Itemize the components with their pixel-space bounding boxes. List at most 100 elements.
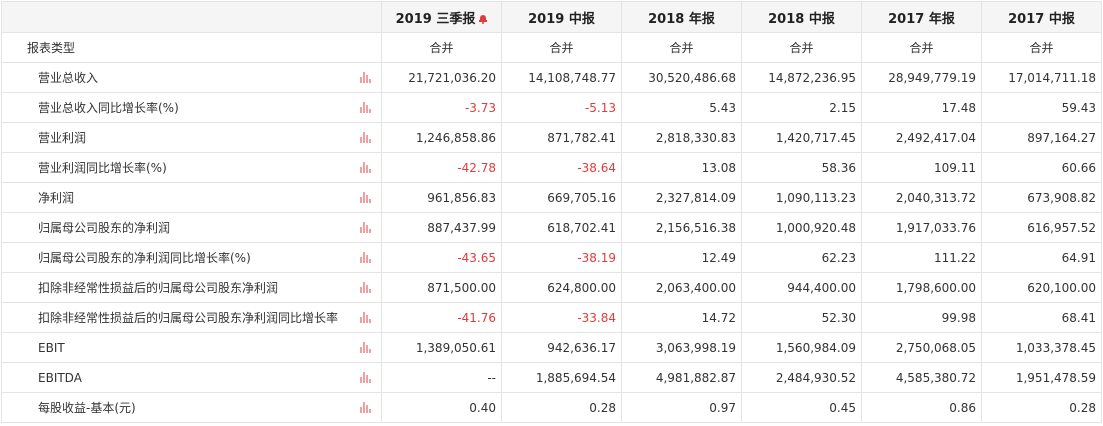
row-label-cell: EBITDA [1, 362, 382, 393]
value-cell: 64.91 [981, 242, 1102, 273]
value-cell: 0.97 [621, 392, 742, 423]
value-cell: 616,957.52 [981, 212, 1102, 243]
period-header-2017-annual[interactable]: 2017 年报 [861, 1, 982, 33]
value-cell: 0.45 [741, 392, 862, 423]
period-header-label: 2017 中报 [1008, 11, 1075, 27]
value-cell: 4,981,882.87 [621, 362, 742, 393]
bar-chart-icon[interactable] [360, 72, 371, 83]
period-header-2019-q3[interactable]: 2019 三季报 [381, 1, 502, 33]
value-cell: 2,818,330.83 [621, 122, 742, 153]
table-row: 归属母公司股东的净利润 887,437.99 618,702.41 2,156,516… [1, 212, 1102, 243]
bar-chart-icon[interactable] [360, 222, 371, 233]
report-type-cell: 合并 [741, 32, 862, 63]
row-label-cell: 营业总收入同比增长率(%) [1, 92, 382, 123]
value-cell: -41.76 [381, 302, 502, 333]
value-cell: 0.28 [501, 392, 622, 423]
value-cell: 1,090,113.23 [741, 182, 862, 213]
table-row: 归属母公司股东的净利润同比增长率(%) -43.65 -38.19 12.49 62.2… [1, 242, 1102, 273]
value-cell: 673,908.82 [981, 182, 1102, 213]
value-cell: 887,437.99 [381, 212, 502, 243]
value-cell: 1,246,858.86 [381, 122, 502, 153]
value-cell: 1,885,694.54 [501, 362, 622, 393]
row-label: 归属母公司股东的净利润同比增长率(%) [38, 251, 251, 265]
value-cell: 12.49 [621, 242, 742, 273]
value-cell: 21,721,036.20 [381, 62, 502, 93]
bar-chart-icon[interactable] [360, 252, 371, 263]
bar-chart-icon[interactable] [360, 372, 371, 383]
row-label: 净利润 [38, 191, 75, 205]
value-cell: 2,750,068.05 [861, 332, 982, 363]
row-label: 扣除非经常性损益后的归属母公司股东净利润同比增长率 [38, 311, 339, 325]
row-label-cell: 扣除非经常性损益后的归属母公司股东净利润同比增长率 [1, 302, 382, 333]
value-cell: 2,040,313.72 [861, 182, 982, 213]
value-cell: 30,520,486.68 [621, 62, 742, 93]
value-cell: 14,872,236.95 [741, 62, 862, 93]
value-cell: 99.98 [861, 302, 982, 333]
value-cell: 2,327,814.09 [621, 182, 742, 213]
row-label: 营业总收入同比增长率(%) [38, 101, 179, 115]
header-corner [1, 1, 382, 33]
value-cell: 60.66 [981, 152, 1102, 183]
value-cell: 871,500.00 [381, 272, 502, 303]
period-header-2017-h1[interactable]: 2017 中报 [981, 1, 1102, 33]
table-row: 净利润 961,856.83 669,705.16 2,327,814.09 1,090… [1, 182, 1102, 213]
value-cell: 1,951,478.59 [981, 362, 1102, 393]
value-cell: 68.41 [981, 302, 1102, 333]
row-label-cell: 营业利润同比增长率(%) [1, 152, 382, 183]
row-label-cell: 归属母公司股东的净利润同比增长率(%) [1, 242, 382, 273]
row-label: EBIT [38, 340, 65, 355]
bar-chart-icon[interactable] [360, 402, 371, 413]
period-header-label: 2017 年报 [888, 11, 955, 27]
value-cell: -5.13 [501, 92, 622, 123]
period-header-2018-h1[interactable]: 2018 中报 [741, 1, 862, 33]
value-cell: 1,560,984.09 [741, 332, 862, 363]
value-cell: 62.23 [741, 242, 862, 273]
value-cell: 2,063,400.00 [621, 272, 742, 303]
value-cell: 0.86 [861, 392, 982, 423]
period-header-2019-h1[interactable]: 2019 中报 [501, 1, 622, 33]
value-cell: 961,856.83 [381, 182, 502, 213]
row-label: 营业总收入 [38, 71, 99, 85]
row-label-cell: 报表类型 [1, 32, 382, 63]
report-type-row: 报表类型 合并 合并 合并 合并 合并 合并 [1, 32, 1102, 63]
bar-chart-icon[interactable] [360, 102, 371, 113]
row-label-cell: 扣除非经常性损益后的归属母公司股东净利润 [1, 272, 382, 303]
table-row: 扣除非经常性损益后的归属母公司股东净利润 871,500.00 624,800.00… [1, 272, 1102, 303]
table-row: 每股收益-基本(元) 0.40 0.28 0.97 0.45 0.86 0.28 [1, 392, 1102, 423]
period-header-label: 2019 三季报 [395, 11, 476, 27]
value-cell: 14,108,748.77 [501, 62, 622, 93]
value-cell: 871,782.41 [501, 122, 622, 153]
value-cell: 944,400.00 [741, 272, 862, 303]
report-type-cell: 合并 [501, 32, 622, 63]
value-cell: 2,156,516.38 [621, 212, 742, 243]
report-type-cell: 合并 [861, 32, 982, 63]
bar-chart-icon[interactable] [360, 192, 371, 203]
row-label: 营业利润 [38, 131, 87, 145]
row-label: 每股收益-基本(元) [38, 401, 136, 415]
bar-chart-icon[interactable] [360, 162, 371, 173]
bar-chart-icon[interactable] [360, 282, 371, 293]
value-cell: 1,917,033.76 [861, 212, 982, 243]
table-row: EBIT 1,389,050.61 942,636.17 3,063,998.19 1,… [1, 332, 1102, 363]
value-cell: -3.73 [381, 92, 502, 123]
bar-chart-icon[interactable] [360, 312, 371, 323]
bar-chart-icon[interactable] [360, 132, 371, 143]
value-cell: 618,702.41 [501, 212, 622, 243]
period-header-2018-annual[interactable]: 2018 年报 [621, 1, 742, 33]
table-row: EBITDA -- 1,885,694.54 4,981,882.87 2,484,93… [1, 362, 1102, 393]
value-cell: 59.43 [981, 92, 1102, 123]
table-body: 报表类型 合并 合并 合并 合并 合并 合并 营业总收入 21,721,036.20 14,108… [1, 32, 1102, 423]
value-cell: 2,484,930.52 [741, 362, 862, 393]
row-label: 扣除非经常性损益后的归属母公司股东净利润 [38, 281, 279, 295]
value-cell: 28,949,779.19 [861, 62, 982, 93]
value-cell: 897,164.27 [981, 122, 1102, 153]
period-header-label: 2018 年报 [648, 11, 715, 27]
value-cell: 58.36 [741, 152, 862, 183]
row-label: EBITDA [38, 370, 82, 385]
bar-chart-icon[interactable] [360, 342, 371, 353]
value-cell: 17,014,711.18 [981, 62, 1102, 93]
table-row: 营业利润 1,246,858.86 871,782.41 2,818,330.83 1,… [1, 122, 1102, 153]
value-cell: 1,798,600.00 [861, 272, 982, 303]
period-header-label: 2019 中报 [528, 11, 595, 27]
bell-icon [479, 14, 488, 24]
